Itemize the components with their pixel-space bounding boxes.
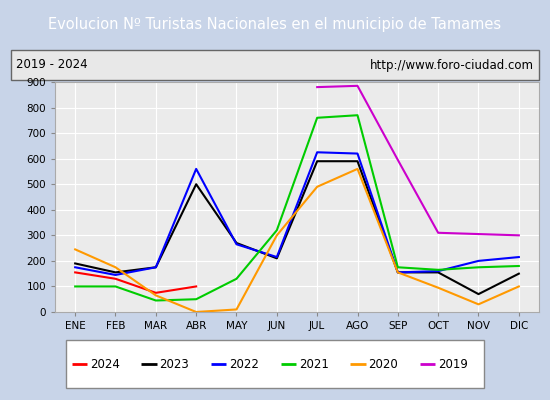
Text: 2023: 2023 xyxy=(160,358,189,370)
Text: 2021: 2021 xyxy=(299,358,328,370)
Text: 2019: 2019 xyxy=(438,358,468,370)
Text: 2020: 2020 xyxy=(368,358,398,370)
Text: 2024: 2024 xyxy=(90,358,119,370)
Text: http://www.foro-ciudad.com: http://www.foro-ciudad.com xyxy=(370,58,534,72)
Text: 2019 - 2024: 2019 - 2024 xyxy=(16,58,88,72)
Text: Evolucion Nº Turistas Nacionales en el municipio de Tamames: Evolucion Nº Turistas Nacionales en el m… xyxy=(48,16,502,32)
Text: 2022: 2022 xyxy=(229,358,259,370)
